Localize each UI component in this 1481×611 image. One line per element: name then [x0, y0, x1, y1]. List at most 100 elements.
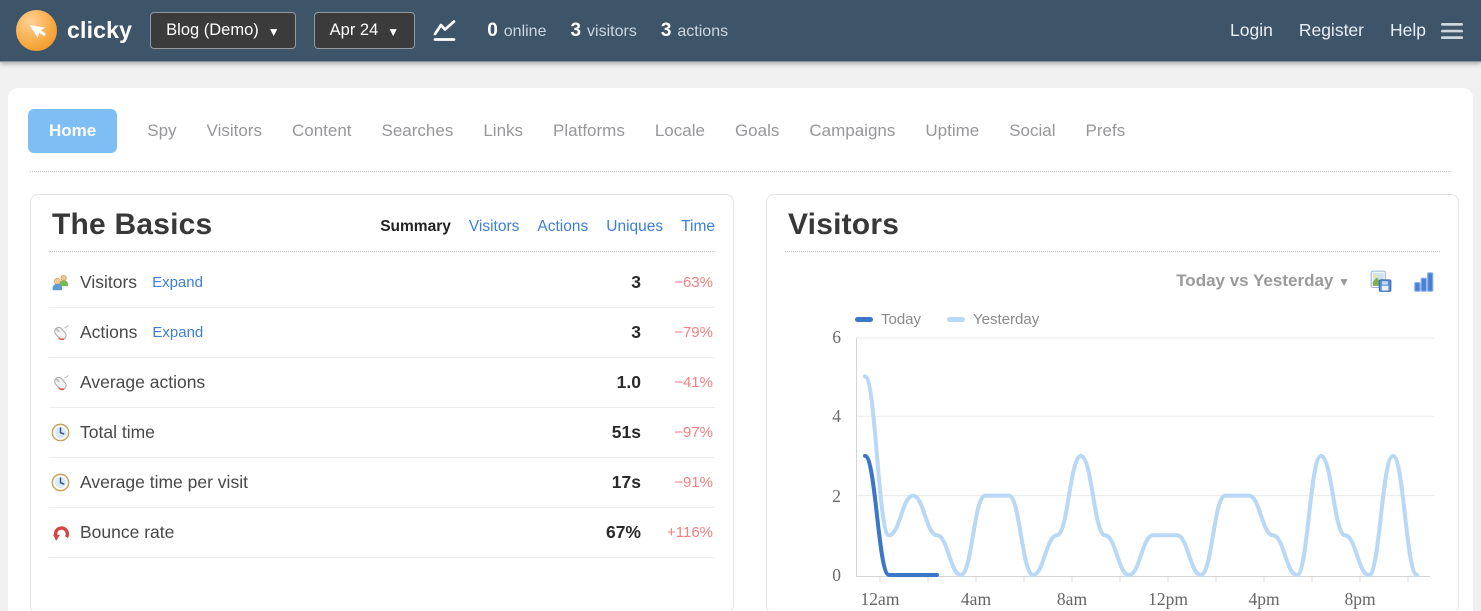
- line-chart-icon[interactable]: [431, 19, 459, 43]
- basics-panel-title: The Basics: [52, 208, 213, 241]
- basics-rows: Visitors Expand 3 −63% Actions Expand 3 −79% Ave…: [49, 252, 715, 568]
- the-basics-panel: The Basics Summary Visitors Actions Uniques…: [30, 194, 734, 611]
- stat-visitors: 3 visitors: [570, 20, 636, 42]
- basics-tab-visitors[interactable]: Visitors: [468, 218, 520, 235]
- x-axis-label: 4am: [960, 589, 992, 609]
- basics-row-value: 3: [631, 272, 641, 292]
- basics-row-average-time-per-visit: Average time per visit 17s −91%: [49, 458, 715, 508]
- stat-visitors-value: 3: [570, 19, 582, 41]
- chart-legend: Today Yesterday: [855, 309, 1440, 329]
- chevron-down-icon: ▼: [1338, 275, 1350, 289]
- site-selector-label: Blog (Demo): [166, 21, 259, 39]
- login-link[interactable]: Login: [1230, 20, 1273, 40]
- tab-platforms[interactable]: Platforms: [553, 121, 625, 140]
- tab-links[interactable]: Links: [483, 121, 524, 140]
- page-background-gap: [0, 62, 1481, 88]
- basics-row-value: 1.0: [616, 372, 641, 392]
- tab-uptime[interactable]: Uptime: [925, 121, 980, 140]
- basics-tab-actions[interactable]: Actions: [537, 218, 589, 235]
- y-axis-label: 0: [832, 565, 841, 585]
- site-selector-dropdown[interactable]: Blog (Demo) ▼: [150, 12, 296, 49]
- top-header-bar: clicky Blog (Demo) ▼ Apr 24 ▼ 0 online 3 vi…: [0, 0, 1481, 62]
- basics-row-label: Visitors: [80, 272, 138, 292]
- basics-row-value: 51s: [611, 422, 641, 442]
- nav-divider: [30, 171, 1451, 172]
- x-axis-label: 8am: [1056, 589, 1088, 609]
- legend-label: Today: [881, 310, 922, 328]
- basics-row-change: −97%: [674, 424, 713, 441]
- basics-row-change: −41%: [674, 374, 713, 391]
- tab-searches[interactable]: Searches: [381, 121, 454, 140]
- tab-visitors[interactable]: Visitors: [206, 121, 262, 140]
- hamburger-menu-icon[interactable]: [1440, 21, 1465, 41]
- basics-row-average-actions: Average actions 1.0 −41%: [49, 358, 715, 408]
- visitors-chart: Today Yesterday 0 2 4 6 12am 4am 8am 12pm 4pm 8pm: [785, 309, 1440, 611]
- basics-row-value: 17s: [611, 472, 641, 492]
- expand-link[interactable]: Expand: [152, 274, 203, 291]
- bar-chart-icon[interactable]: [1412, 270, 1436, 293]
- y-axis-label: 4: [832, 406, 841, 427]
- stat-visitors-label: visitors: [587, 22, 637, 40]
- basics-tab-summary: Summary: [380, 218, 451, 235]
- y-axis-label: 2: [832, 485, 841, 506]
- basics-row-visitors: Visitors Expand 3 −63%: [49, 258, 715, 308]
- legend-label: Yesterday: [973, 310, 1040, 328]
- legend-swatch: [855, 316, 873, 322]
- stat-actions-label: actions: [677, 22, 729, 40]
- main-content-card: Home Spy Visitors Content Searches Links Platf…: [8, 88, 1473, 611]
- header-stats: 0 online 3 visitors 3 actions: [487, 20, 728, 42]
- date-selector-dropdown[interactable]: Apr 24 ▼: [313, 12, 416, 49]
- cursor-icon: [25, 19, 49, 43]
- clock-icon: [51, 473, 70, 492]
- basics-row-value: 67%: [605, 522, 641, 542]
- x-axis-label: 8pm: [1344, 589, 1376, 609]
- basics-row-value: 3: [631, 322, 641, 342]
- basics-row-total-time: Total time 51s −97%: [49, 408, 715, 458]
- basics-tab-time[interactable]: Time: [681, 218, 715, 235]
- people-icon: [51, 273, 70, 292]
- date-selector-label: Apr 24: [329, 21, 379, 39]
- header-links: Login Register Help: [1230, 20, 1426, 41]
- visitors-panel: Visitors Today vs Yesterday ▼: [766, 194, 1459, 611]
- tab-spy[interactable]: Spy: [147, 121, 177, 140]
- tab-prefs[interactable]: Prefs: [1085, 121, 1126, 140]
- x-axis-label: 4pm: [1248, 589, 1280, 609]
- legend-swatch: [947, 316, 966, 322]
- chart-plot-area: 0 2 4 6: [785, 327, 1440, 587]
- stat-online-value: 0: [487, 19, 498, 41]
- basics-row-label: Total time: [80, 422, 155, 442]
- basics-tab-uniques[interactable]: Uniques: [606, 218, 664, 235]
- basics-row-label: Average actions: [80, 372, 206, 392]
- tab-social[interactable]: Social: [1009, 121, 1056, 140]
- tab-goals[interactable]: Goals: [734, 121, 780, 140]
- basics-row-actions: Actions Expand 3 −79%: [49, 308, 715, 358]
- basics-row-change: −79%: [674, 324, 713, 341]
- expand-link[interactable]: Expand: [152, 324, 204, 341]
- mouse-icon: [51, 373, 70, 392]
- clock-icon: [51, 423, 70, 442]
- clicky-logo[interactable]: [16, 10, 57, 51]
- visitors-panel-title: Visitors: [788, 208, 900, 241]
- tab-locale[interactable]: Locale: [654, 121, 705, 140]
- save-image-icon[interactable]: [1369, 270, 1393, 293]
- bounce-icon: [51, 523, 70, 542]
- chevron-down-icon: ▼: [267, 24, 280, 39]
- register-link[interactable]: Register: [1298, 20, 1364, 40]
- y-axis-label: 6: [832, 326, 841, 347]
- tab-campaigns[interactable]: Campaigns: [809, 121, 896, 140]
- legend-item-today: Today: [855, 311, 921, 328]
- basics-row-change: −91%: [674, 474, 713, 491]
- stat-actions: 3 actions: [661, 20, 728, 42]
- basics-row-label: Bounce rate: [80, 522, 175, 542]
- basics-row-bounce-rate: Bounce rate 67% +116%: [49, 508, 715, 558]
- brand-name: clicky: [67, 17, 133, 43]
- basics-summary-tabs: Summary Visitors Actions Uniques Time: [380, 218, 715, 242]
- chevron-down-icon: ▼: [387, 24, 400, 39]
- comparison-dropdown[interactable]: Today vs Yesterday ▼: [1176, 271, 1350, 291]
- comparison-label: Today vs Yesterday: [1176, 271, 1334, 290]
- help-link[interactable]: Help: [1390, 20, 1426, 40]
- stat-online-label: online: [503, 22, 547, 40]
- tab-content[interactable]: Content: [291, 121, 352, 140]
- tab-home[interactable]: Home: [28, 109, 118, 153]
- x-axis-label: 12pm: [1148, 589, 1188, 609]
